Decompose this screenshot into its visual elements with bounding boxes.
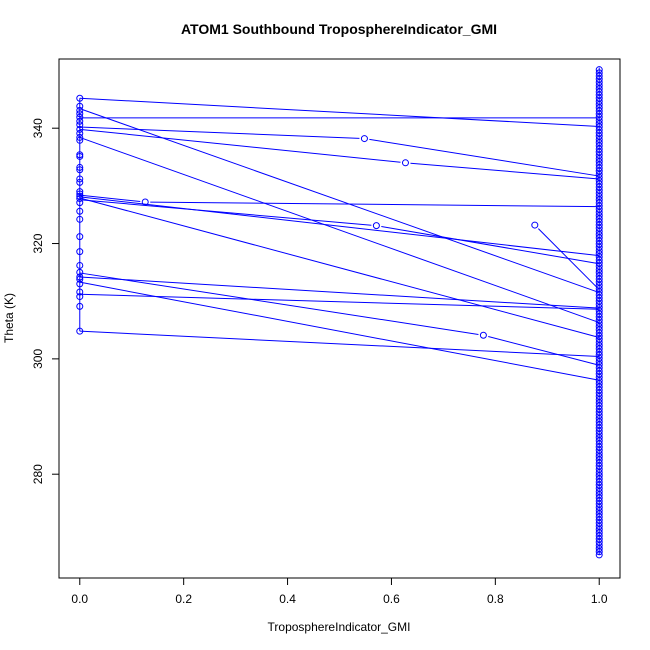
data-point <box>76 273 84 281</box>
series-line <box>79 272 479 335</box>
series-line <box>79 196 600 257</box>
series-line <box>488 335 600 366</box>
y-axis-label: Theta (K) <box>2 293 16 343</box>
data-point <box>76 113 84 121</box>
data-point <box>76 129 84 137</box>
x-axis-label: TroposphereIndicator_GMI <box>268 620 411 634</box>
data-point <box>360 135 368 143</box>
data-point <box>76 121 84 129</box>
series-lines <box>79 67 600 555</box>
series-line <box>79 136 600 324</box>
data-point <box>76 151 84 159</box>
data-point <box>76 188 84 196</box>
data-point <box>76 125 84 133</box>
data-point <box>595 69 603 77</box>
data-point <box>76 215 84 223</box>
data-point <box>76 248 84 256</box>
series-line <box>79 194 141 202</box>
data-point <box>76 110 84 118</box>
series-line <box>79 108 600 294</box>
x-tick-label: 0.0 <box>71 592 88 606</box>
series-line <box>79 128 401 163</box>
series-line <box>79 330 600 358</box>
series-line <box>79 97 600 127</box>
data-point <box>76 207 84 215</box>
data-point <box>76 261 84 269</box>
data-point <box>76 233 84 241</box>
data-point <box>401 159 409 167</box>
data-point <box>76 106 84 114</box>
y-axis: 280 300 320 340 <box>31 118 60 484</box>
y-tick-label: 300 <box>31 349 45 369</box>
series-line <box>79 281 600 381</box>
data-point <box>141 198 149 206</box>
data-point <box>76 94 84 102</box>
data-point <box>76 293 84 301</box>
y-tick-label: 320 <box>31 233 45 253</box>
series-points <box>76 66 603 559</box>
x-tick-label: 0.8 <box>487 592 504 606</box>
data-point <box>76 102 84 110</box>
data-point <box>76 178 84 186</box>
series-line <box>537 228 600 291</box>
series-line <box>79 276 600 309</box>
data-point <box>595 66 603 74</box>
data-point <box>76 280 84 288</box>
data-point <box>76 288 84 296</box>
data-point <box>76 163 84 171</box>
chart-title: ATOM1 Southbound TroposphereIndicator_GM… <box>181 21 497 37</box>
series-line <box>410 162 600 180</box>
data-point <box>76 136 84 144</box>
data-point <box>76 275 84 283</box>
data-point <box>76 190 84 198</box>
data-point <box>76 268 84 276</box>
series-line <box>79 199 372 226</box>
series-line <box>369 138 600 177</box>
x-tick-label: 0.6 <box>383 592 400 606</box>
data-point <box>76 175 84 183</box>
series-line <box>79 197 600 339</box>
y-tick-label: 280 <box>31 464 45 484</box>
data-point <box>76 133 84 141</box>
x-axis: 0.0 0.2 0.4 0.6 0.8 1.0 <box>71 577 608 606</box>
series-line <box>150 201 600 208</box>
data-point <box>372 222 380 230</box>
data-point <box>76 327 84 335</box>
x-tick-label: 0.2 <box>175 592 192 606</box>
data-point <box>76 117 84 125</box>
series-line <box>79 126 360 139</box>
series-line <box>79 293 600 310</box>
data-point <box>531 221 539 229</box>
data-point <box>479 331 487 339</box>
data-point <box>76 192 84 200</box>
x-tick-label: 0.4 <box>279 592 296 606</box>
data-point <box>76 302 84 310</box>
y-tick-label: 340 <box>31 118 45 138</box>
x-tick-label: 1.0 <box>591 592 608 606</box>
data-point <box>76 166 84 174</box>
data-point <box>76 195 84 203</box>
series-line <box>381 226 600 265</box>
